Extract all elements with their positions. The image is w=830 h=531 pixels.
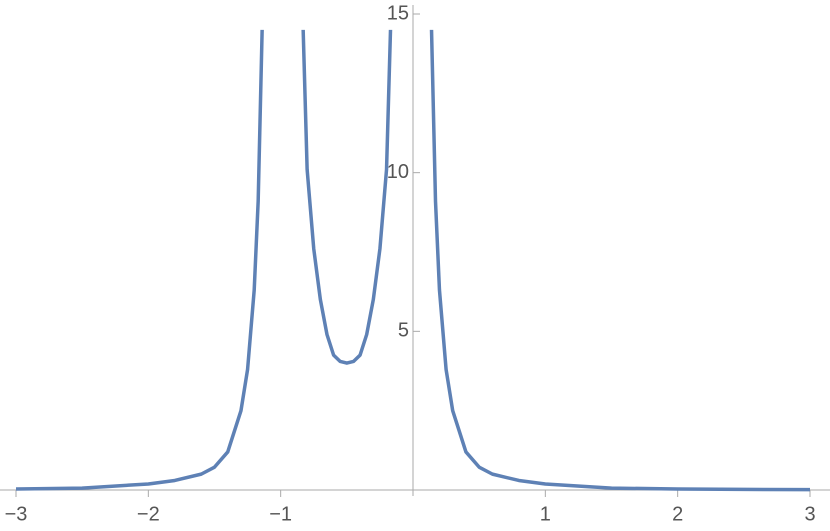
x-tick-label: 2 xyxy=(672,503,683,525)
y-tick-label: 15 xyxy=(387,2,409,24)
x-tick-label: 1 xyxy=(540,503,551,525)
line-series xyxy=(15,29,811,492)
y-tick-label: 10 xyxy=(387,161,409,183)
x-tick-label: −1 xyxy=(269,503,292,525)
x-tick-label: 3 xyxy=(804,503,815,525)
x-tick-label: −3 xyxy=(5,503,28,525)
x-tick-label: −2 xyxy=(137,503,160,525)
y-tick-label: 5 xyxy=(398,320,409,342)
